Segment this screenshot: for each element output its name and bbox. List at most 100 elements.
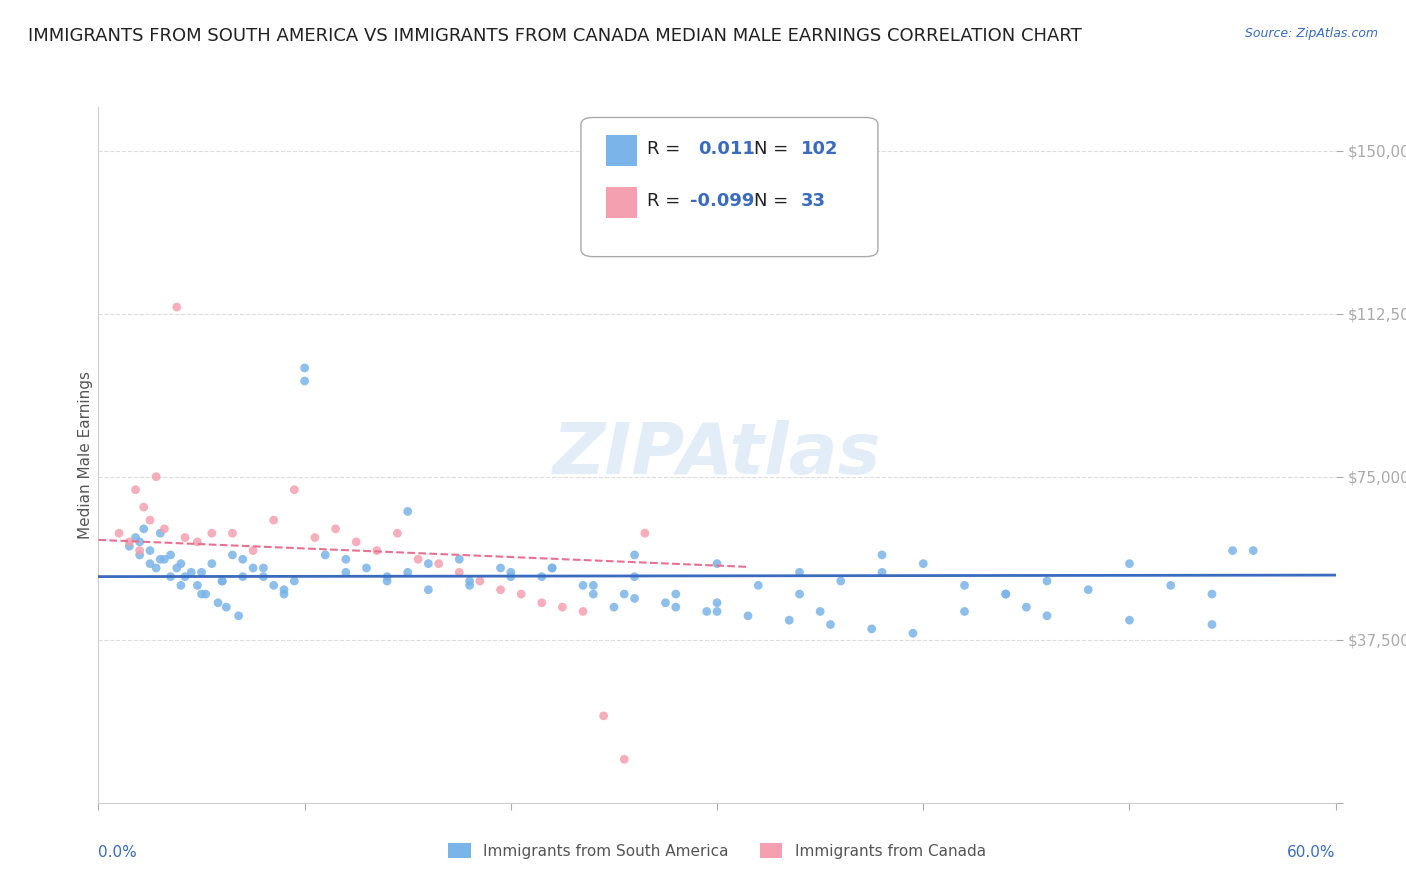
Text: Source: ZipAtlas.com: Source: ZipAtlas.com <box>1244 27 1378 40</box>
Point <box>530 596 553 610</box>
Point <box>375 570 398 584</box>
Point <box>572 605 595 619</box>
Point <box>468 574 491 588</box>
Point <box>273 587 295 601</box>
Point <box>499 570 522 584</box>
Text: IMMIGRANTS FROM SOUTH AMERICA VS IMMIGRANTS FROM CANADA MEDIAN MALE EARNINGS COR: IMMIGRANTS FROM SOUTH AMERICA VS IMMIGRA… <box>28 27 1081 45</box>
Point <box>325 522 347 536</box>
Legend: Immigrants from South America, Immigrants from Canada: Immigrants from South America, Immigrant… <box>443 837 991 864</box>
Point <box>215 600 238 615</box>
Text: R =: R = <box>647 192 679 210</box>
Point <box>201 526 224 541</box>
Point <box>665 587 688 601</box>
Point <box>706 605 728 619</box>
Bar <box>606 187 637 219</box>
Point <box>145 469 167 483</box>
Point <box>366 543 388 558</box>
Point <box>1077 582 1099 597</box>
Point <box>1036 608 1059 623</box>
Text: ZIPAtlas: ZIPAtlas <box>553 420 882 490</box>
Point <box>174 531 197 545</box>
Point <box>953 578 976 592</box>
Point <box>118 539 141 553</box>
Point <box>166 300 188 314</box>
Point <box>665 600 688 615</box>
Text: N =: N = <box>754 192 789 210</box>
Point <box>551 600 574 615</box>
Point <box>242 561 264 575</box>
Point <box>1160 578 1182 592</box>
Bar <box>606 135 637 166</box>
Point <box>149 526 172 541</box>
Point <box>1118 557 1140 571</box>
Point <box>139 543 162 558</box>
Point <box>449 552 471 566</box>
Point <box>128 548 150 562</box>
Point <box>294 361 316 376</box>
Point <box>273 582 295 597</box>
Point <box>149 552 172 566</box>
Point <box>582 578 605 592</box>
Point <box>1015 600 1038 615</box>
Point <box>211 574 233 588</box>
Point <box>406 552 429 566</box>
Point <box>252 570 274 584</box>
FancyBboxPatch shape <box>581 118 877 257</box>
Point <box>159 548 181 562</box>
Point <box>252 561 274 575</box>
Point <box>145 561 167 575</box>
Point <box>820 617 842 632</box>
Point <box>263 513 285 527</box>
Point <box>124 483 146 497</box>
Point <box>335 552 357 566</box>
Point <box>912 557 935 571</box>
Point <box>634 526 657 541</box>
Point <box>458 574 481 588</box>
Text: R =: R = <box>647 140 679 158</box>
Point <box>263 578 285 592</box>
Text: 0.011: 0.011 <box>699 140 755 158</box>
Point <box>108 526 131 541</box>
Point <box>860 622 883 636</box>
Point <box>174 570 197 584</box>
Point <box>623 570 645 584</box>
Point <box>418 582 440 597</box>
Point <box>139 513 162 527</box>
Point <box>737 608 759 623</box>
Point <box>613 752 636 766</box>
Point <box>623 591 645 606</box>
Point <box>1118 613 1140 627</box>
Point <box>870 566 893 580</box>
Point <box>510 587 533 601</box>
Point <box>623 548 645 562</box>
Point <box>778 613 800 627</box>
Point <box>232 552 254 566</box>
Point <box>128 535 150 549</box>
Point <box>186 578 208 592</box>
Point <box>1241 543 1264 558</box>
Point <box>747 578 769 592</box>
Point <box>132 522 155 536</box>
Point <box>283 574 305 588</box>
Text: -0.099: -0.099 <box>690 192 754 210</box>
Point <box>356 561 378 575</box>
Point <box>201 557 224 571</box>
Point <box>603 600 626 615</box>
Point <box>953 605 976 619</box>
Point <box>541 561 564 575</box>
Point <box>221 548 243 562</box>
Point <box>170 578 193 592</box>
Point <box>449 566 471 580</box>
Point <box>194 587 217 601</box>
Text: 33: 33 <box>801 192 827 210</box>
Point <box>228 608 250 623</box>
Point <box>180 566 202 580</box>
Point <box>132 500 155 514</box>
Point <box>190 566 212 580</box>
Point <box>499 566 522 580</box>
Point <box>830 574 852 588</box>
Point <box>541 561 564 575</box>
Point <box>221 526 243 541</box>
Point <box>344 535 367 549</box>
Point <box>654 596 676 610</box>
